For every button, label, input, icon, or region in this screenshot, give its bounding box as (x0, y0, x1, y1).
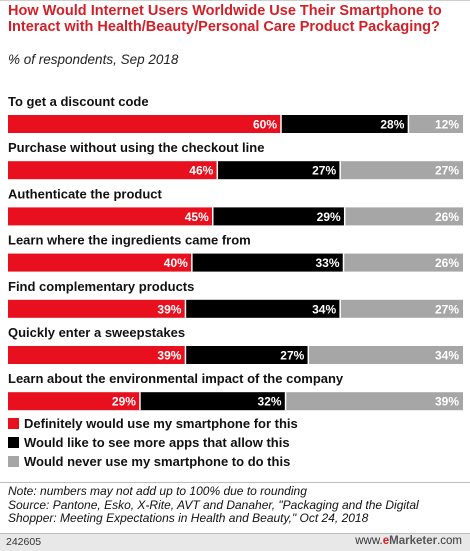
bar-segment (8, 392, 140, 411)
top-border (0, 0, 470, 1)
legend-swatch-gray (8, 456, 19, 467)
legend-label: Definitely would use my smartphone for t… (24, 416, 298, 431)
bar-segment (217, 161, 341, 180)
bar-segment (139, 392, 286, 411)
data-label: 45% (185, 210, 209, 224)
brand-e: e (382, 535, 390, 547)
data-label: 29% (317, 210, 341, 224)
category-label: To get a discount code (8, 94, 149, 109)
data-label: 12% (435, 118, 459, 132)
data-label: 33% (315, 256, 339, 270)
bar-segment (8, 161, 218, 180)
bar-segment (191, 253, 344, 272)
bar-segment (343, 253, 463, 272)
bar-segment (308, 346, 463, 364)
site-prefix: www. (355, 535, 383, 547)
data-label: 39% (435, 395, 459, 409)
chart-id: 242605 (6, 536, 42, 548)
chart-subtitle: % of respondents, Sep 2018 (8, 52, 179, 67)
legend-swatch-red (8, 418, 19, 429)
bar-segment (285, 392, 463, 411)
bar-segment (8, 299, 186, 318)
bar-segment (8, 115, 281, 133)
data-label: 27% (435, 164, 459, 178)
category-label: Quickly enter a sweepstakes (8, 325, 185, 340)
legend-item-never: Would never use my smartphone to do this (8, 452, 298, 471)
data-label: 39% (157, 349, 181, 363)
category-label: Purchase without using the checkout line (8, 140, 264, 155)
data-label: 26% (435, 210, 459, 224)
brand-name: Marketer (389, 535, 438, 547)
site-link[interactable]: www.eMarketer.com (355, 535, 462, 547)
bar-segment (281, 115, 409, 133)
note-text: Note: numbers may not add up to 100% due… (8, 484, 307, 498)
category-label: Find complementary products (8, 279, 194, 294)
data-label: 60% (253, 118, 277, 132)
data-label: 28% (380, 118, 404, 132)
stacked-bar-chart: To get a discount code 60% 28% 12% Purchase … (8, 94, 463, 411)
bar-segment (8, 253, 192, 272)
category-label: Learn where the ingredients came from (8, 233, 251, 248)
bar-segment (344, 207, 463, 226)
chart-legend: Definitely would use my smartphone for t… (8, 414, 298, 471)
data-label: 34% (435, 349, 459, 363)
bar-segment (8, 207, 213, 226)
data-label: 27% (312, 164, 336, 178)
data-label: 39% (157, 302, 181, 316)
legend-item-definitely: Definitely would use my smartphone for t… (8, 414, 298, 433)
data-label: 46% (189, 164, 213, 178)
data-label: 26% (435, 256, 459, 270)
data-label: 40% (164, 256, 188, 270)
data-label: 27% (435, 302, 459, 316)
data-label: 29% (112, 395, 136, 409)
chart-title: How Would Internet Users Worldwide Use T… (8, 3, 442, 35)
bar-segment (185, 346, 309, 364)
legend-label: Would like to see more apps that allow t… (24, 435, 290, 450)
bar-segment (408, 115, 463, 133)
category-label: Learn about the environmental impact of … (8, 371, 344, 386)
bar-segment (185, 299, 341, 318)
site-suffix: .com (437, 535, 462, 547)
data-label: 34% (312, 302, 336, 316)
data-label: 27% (280, 349, 304, 363)
bar-segment (8, 346, 186, 364)
legend-item-would-like: Would like to see more apps that allow t… (8, 433, 298, 452)
bar-segment (212, 207, 345, 226)
footer-bar: 242605 www.eMarketer.com (0, 533, 470, 551)
legend-label: Would never use my smartphone to do this (24, 454, 291, 469)
bar-segment (340, 299, 463, 318)
category-label: Authenticate the product (8, 186, 163, 201)
chart-notes: Note: numbers may not add up to 100% due… (0, 482, 470, 526)
bar-segment (340, 161, 463, 180)
data-label: 32% (258, 395, 282, 409)
source-text: Source: Pantone, Esko, X-Rite, AVT and D… (8, 497, 419, 525)
legend-swatch-black (8, 437, 19, 448)
